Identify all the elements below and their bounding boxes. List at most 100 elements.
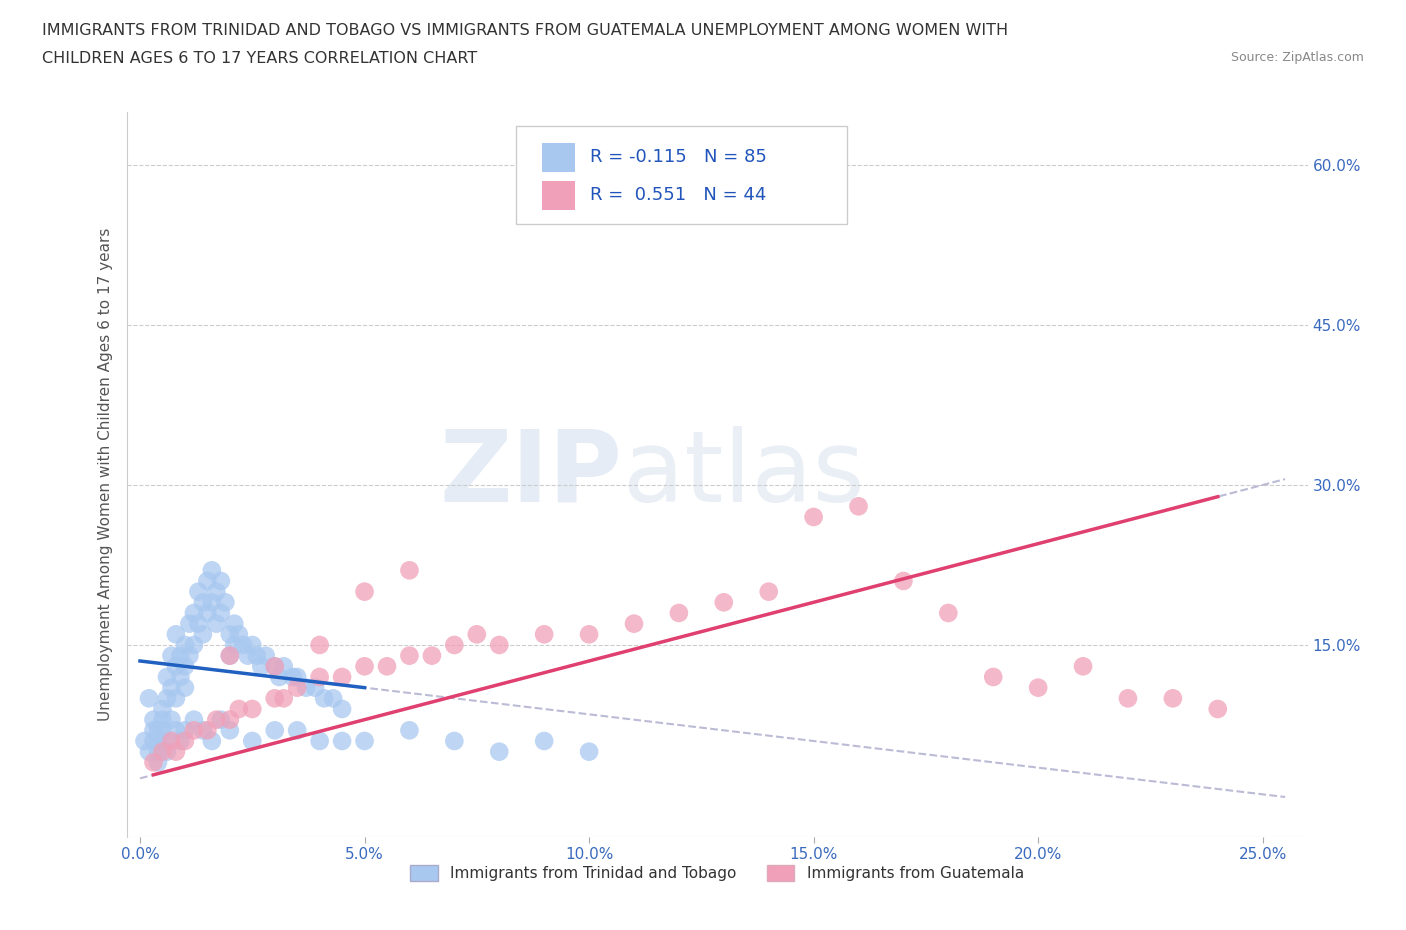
Point [195,605,218,620]
Point [273,691,295,706]
Point [623,617,645,631]
Point [146,744,169,759]
Point [263,658,285,673]
Point [146,734,169,749]
Point [936,605,959,620]
Point [142,755,165,770]
Point [156,691,179,706]
Point [322,691,344,706]
Point [398,563,420,578]
Point [174,638,197,653]
Point [183,712,205,727]
Point [236,648,259,663]
Point [142,723,165,737]
Point [201,595,224,610]
Point [285,670,308,684]
Point [304,680,326,695]
Point [187,617,209,631]
Point [174,680,197,695]
Point [165,627,187,642]
Point [668,605,690,620]
Point [578,627,600,642]
Point [228,627,250,642]
Point [138,691,160,706]
Point [187,584,209,599]
Point [420,648,443,663]
Point [205,584,228,599]
Point [308,734,330,749]
Text: Source: ZipAtlas.com: Source: ZipAtlas.com [1230,51,1364,64]
Text: IMMIGRANTS FROM TRINIDAD AND TOBAGO VS IMMIGRANTS FROM GUATEMALA UNEMPLOYMENT AM: IMMIGRANTS FROM TRINIDAD AND TOBAGO VS I… [42,23,1008,38]
Point [169,734,191,749]
FancyBboxPatch shape [516,126,846,224]
Point [218,648,240,663]
Point [240,638,263,653]
Point [142,712,165,727]
Point [209,605,232,620]
Point [218,648,240,663]
Point [295,680,318,695]
Point [201,734,224,749]
Point [893,574,915,589]
Point [263,691,285,706]
Point [174,734,197,749]
Point [240,734,263,749]
Point [488,638,510,653]
Point [465,627,488,642]
Point [1026,680,1049,695]
Point [218,627,240,642]
Point [160,712,183,727]
Point [803,510,825,525]
Point [205,712,228,727]
Point [209,574,232,589]
Point [209,712,232,727]
Y-axis label: Unemployment Among Women with Children Ages 6 to 17 years: Unemployment Among Women with Children A… [97,228,112,721]
Text: CHILDREN AGES 6 TO 17 YEARS CORRELATION CHART: CHILDREN AGES 6 TO 17 YEARS CORRELATION … [42,51,478,66]
Point [273,658,295,673]
Point [152,701,174,716]
Point [398,648,420,663]
Point [228,701,250,716]
Legend: Immigrants from Trinidad and Tobago, Immigrants from Guatemala: Immigrants from Trinidad and Tobago, Imm… [404,859,1031,887]
Text: atlas: atlas [623,426,865,523]
Point [152,712,174,727]
Point [285,723,308,737]
Point [488,744,510,759]
Point [240,701,263,716]
Point [250,658,273,673]
Point [330,701,353,716]
Point [713,595,735,610]
Point [308,670,330,684]
Point [330,670,353,684]
Point [160,648,183,663]
Point [224,638,246,653]
Point [214,595,236,610]
Point [254,648,277,663]
Point [191,595,214,610]
Point [314,691,336,706]
Point [201,563,224,578]
Point [179,617,201,631]
Point [156,670,179,684]
Point [848,498,870,513]
Point [156,744,179,759]
Text: ZIP: ZIP [440,426,623,523]
Point [353,658,375,673]
Point [281,670,304,684]
Point [183,638,205,653]
Text: R = -0.115   N = 85: R = -0.115 N = 85 [589,148,766,166]
Point [183,723,205,737]
Point [174,658,197,673]
Point [353,734,375,749]
Point [195,723,218,737]
Point [246,648,269,663]
Point [533,734,555,749]
Point [138,744,160,759]
Point [165,658,187,673]
Point [443,638,465,653]
Text: R =  0.551   N = 44: R = 0.551 N = 44 [589,186,766,204]
Point [263,658,285,673]
Point [152,723,174,737]
Point [398,723,420,737]
Point [375,658,398,673]
